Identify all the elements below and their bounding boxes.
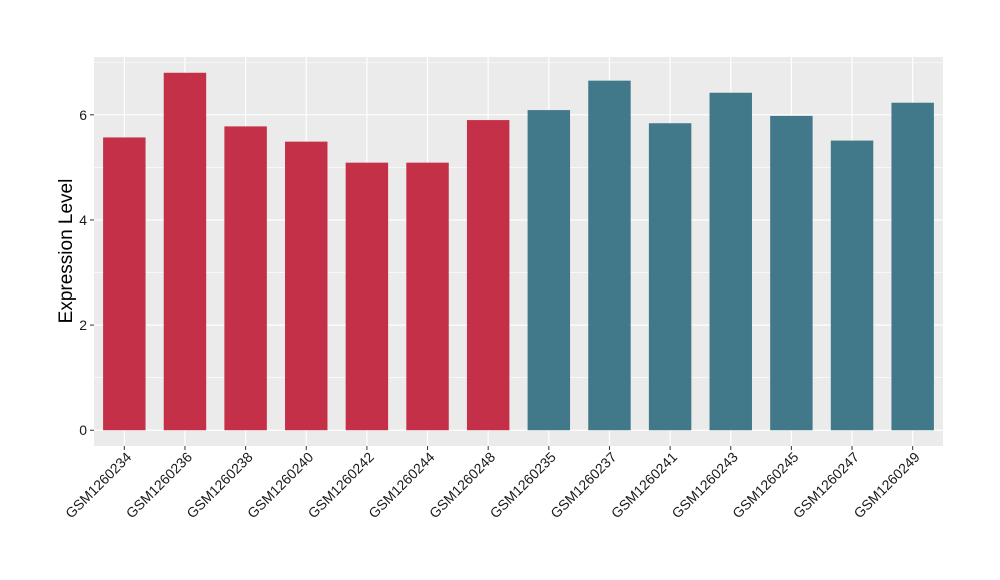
bar-GSM1260244 [406, 162, 449, 431]
bar-GSM1260241 [648, 123, 692, 431]
y-axis: 0 2 4 6 [79, 107, 94, 438]
bar-GSM1260235 [527, 110, 571, 431]
bar-GSM1260236 [163, 72, 207, 431]
bar-GSM1260245 [770, 115, 813, 431]
bar-GSM1260242 [345, 162, 389, 431]
y-tick-label: 4 [79, 212, 87, 228]
bars [103, 72, 934, 431]
y-tick-label: 6 [79, 107, 87, 123]
x-axis: GSM1260234GSM1260236GSM1260238GSM1260240… [62, 446, 923, 521]
bar-GSM1260234 [103, 137, 146, 431]
bar-GSM1260237 [588, 80, 631, 431]
bar-GSM1260247 [830, 140, 874, 431]
bar-GSM1260249 [891, 102, 934, 431]
bar-GSM1260240 [285, 141, 328, 431]
bar-GSM1260248 [466, 120, 510, 431]
y-tick-label: 2 [79, 317, 87, 333]
bar-GSM1260243 [709, 92, 752, 431]
y-tick-label: 0 [79, 422, 87, 438]
y-axis-title: Expression Level [56, 179, 77, 324]
bar-GSM1260238 [224, 126, 267, 431]
